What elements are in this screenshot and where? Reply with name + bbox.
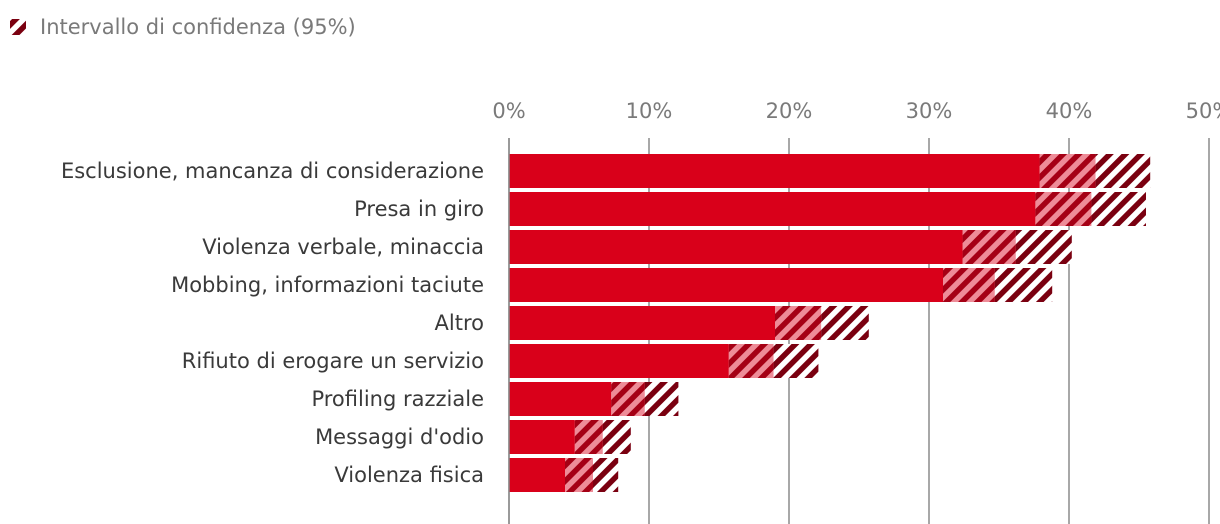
category-label: Violenza verbale, minaccia [202,235,484,259]
category-label: Violenza fisica [334,463,484,487]
category-label: Mobbing, informazioni taciute [171,273,484,297]
ci-lower-hatch-group [728,344,774,378]
x-tick-label: 40% [1046,99,1093,123]
ci-upper-hatch [593,458,619,492]
ci-upper-hatch [1095,154,1151,188]
bar [509,382,612,416]
x-tick-label: 10% [626,99,673,123]
bars [509,154,1151,492]
ci-lower-hatch-group [574,420,603,454]
ci-lower-hatch-group [775,306,822,340]
bar [509,306,775,340]
category-labels: Esclusione, mancanza di considerazione Pr… [61,159,484,487]
category-label: Altro [435,311,484,335]
ci-upper-hatch [1015,230,1072,264]
ci-lower-hatch [1035,192,1092,226]
x-tick-label: 50% [1186,99,1220,123]
bar [509,230,963,264]
ci-lower-hatch-group [611,382,645,416]
category-label: Presa in giro [354,197,484,221]
ci-lower-hatch-group [565,458,593,492]
ci-upper-hatch [821,306,869,340]
category-label: Esclusione, mancanza di considerazione [61,159,484,183]
ci-lower-hatch [611,382,645,416]
category-label: Profiling razziale [311,387,484,411]
bar [509,268,943,302]
ci-lower-hatch-group [962,230,1016,264]
x-tick-label: 0% [492,99,525,123]
bar [509,344,729,378]
x-axis-ticks: 0% 10% 20% 30% 40% 50% [492,99,1220,123]
legend-label: Intervallo di confidenza (95%) [40,15,356,39]
x-tick-label: 20% [766,99,813,123]
legend-swatch [10,19,26,35]
ci-upper-hatch [1091,192,1146,226]
bar [509,154,1040,188]
ci-lower-hatch [565,458,593,492]
bar [509,420,575,454]
ci-lower-hatch [1039,154,1096,188]
ci-upper-hatch [602,420,631,454]
ci-lower-hatch [775,306,822,340]
ci-lower-hatch [943,268,995,302]
legend: Intervallo di confidenza (95%) [10,15,356,39]
x-tick-label: 30% [906,99,953,123]
bar [509,458,565,492]
category-label: Messaggi d'odio [315,425,484,449]
bar [509,192,1036,226]
ci-lower-hatch-group [943,268,995,302]
ci-upper-hatch [644,382,679,416]
ci-lower-hatch [728,344,774,378]
ci-lower-hatch [962,230,1016,264]
category-label: Rifiuto di erogare un servizio [182,349,484,373]
ci-upper-hatch [994,268,1053,302]
ci-lower-hatch-group [1035,192,1092,226]
ci-lower-hatch [574,420,603,454]
ci-lower-hatch-group [1039,154,1096,188]
ci-upper-hatch [773,344,819,378]
